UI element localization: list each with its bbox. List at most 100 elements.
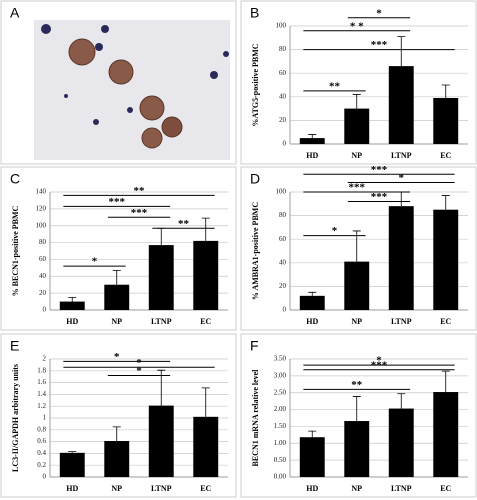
error-bar <box>157 369 166 406</box>
error-bar <box>352 94 361 109</box>
x-tick-label: EC <box>200 484 211 493</box>
x-tick-label: NP <box>351 317 362 326</box>
significance-label: *** <box>371 164 388 176</box>
y-tick-label: 40 <box>39 272 47 280</box>
bar <box>299 295 325 310</box>
x-tick-label: EC <box>440 317 451 326</box>
y-tick-label: 3.50 <box>274 355 287 363</box>
y-tick-label: 1.50 <box>274 422 287 430</box>
significance-label: *** <box>371 39 388 51</box>
y-tick-label: 1.8 <box>37 366 46 374</box>
significance-label: *** <box>131 207 148 219</box>
bar <box>388 66 414 144</box>
panel-label: E <box>10 338 19 354</box>
y-tick-label: 1.00 <box>274 439 287 447</box>
x-tick-label: NP <box>111 317 122 326</box>
panel-label: C <box>10 171 20 187</box>
cell <box>108 59 134 85</box>
nucleus <box>127 107 133 113</box>
x-tick-label: LTNP <box>151 317 172 326</box>
bar <box>59 452 85 477</box>
nucleus <box>210 71 218 79</box>
significance-label: ** <box>351 379 363 391</box>
y-tick-label: 60 <box>279 69 287 77</box>
nucleus <box>64 94 68 98</box>
cell <box>68 38 96 66</box>
micrograph-bg <box>34 20 230 160</box>
error-bar <box>352 396 361 422</box>
bar <box>299 138 325 144</box>
bar <box>388 408 414 477</box>
x-tick-label: HD <box>66 484 78 493</box>
y-tick-label: 0.6 <box>37 437 46 445</box>
y-tick-label: 1.2 <box>37 402 46 410</box>
panel-label: D <box>250 171 260 187</box>
error-bar <box>308 291 317 296</box>
y-tick-label: 20 <box>39 289 47 297</box>
y-axis-label: % BECN1-positive PBMC <box>11 205 20 296</box>
significance-label: *** <box>371 191 388 203</box>
significance-label: *** <box>349 182 366 194</box>
y-tick-label: 0 <box>283 140 287 148</box>
y-tick-label: 1.4 <box>37 390 46 398</box>
y-tick-label: 2 <box>43 355 47 363</box>
x-tick-label: LTNP <box>391 484 412 493</box>
error-bar <box>308 134 317 139</box>
x-tick-label: NP <box>351 151 362 160</box>
significance-label: ** <box>178 218 190 230</box>
bar <box>388 206 414 310</box>
significance-label: * <box>114 351 120 363</box>
x-tick-label: NP <box>111 484 122 493</box>
error-bar <box>441 84 450 98</box>
panel-a: A <box>0 0 237 165</box>
bar <box>344 421 370 477</box>
micrograph <box>34 20 230 160</box>
y-tick-label: 0.50 <box>274 456 287 464</box>
y-axis-label: % AMBRA1-positive PBMC <box>251 202 260 300</box>
panel-label: F <box>250 338 259 354</box>
y-tick-label: 100 <box>36 221 47 229</box>
bar <box>193 416 219 477</box>
nucleus <box>41 24 51 34</box>
y-tick-label: 0 <box>43 473 47 481</box>
error-bar <box>397 36 406 67</box>
x-tick-label: LTNP <box>391 317 412 326</box>
cell <box>161 116 183 138</box>
significance-label: * <box>376 355 382 367</box>
x-tick-label: EC <box>200 317 211 326</box>
error-bar <box>112 269 121 285</box>
bar <box>299 437 325 477</box>
x-tick-label: HD <box>306 317 318 326</box>
error-bar <box>397 393 406 409</box>
y-tick-label: 1.6 <box>37 378 46 386</box>
x-tick-label: LTNP <box>391 151 412 160</box>
y-tick-label: 20 <box>279 282 287 290</box>
x-tick-label: HD <box>306 484 318 493</box>
bar <box>148 245 174 310</box>
y-tick-label: 80 <box>39 238 47 246</box>
y-tick-label: 0.2 <box>37 461 46 469</box>
nucleus <box>93 119 99 125</box>
nucleus <box>223 51 229 57</box>
y-tick-label: 100 <box>276 22 287 30</box>
bar <box>344 108 370 144</box>
y-tick-label: 1 <box>43 414 47 422</box>
y-tick-label: 0.4 <box>37 449 46 457</box>
y-tick-label: 120 <box>36 204 47 212</box>
significance-label: * <box>332 225 338 237</box>
significance-label: * <box>92 256 98 268</box>
bar <box>59 301 85 310</box>
error-bar <box>441 195 450 210</box>
y-tick-label: 2.00 <box>274 405 287 413</box>
x-tick-label: HD <box>66 317 78 326</box>
y-tick-label: 40 <box>279 258 287 266</box>
bar <box>104 284 130 310</box>
y-tick-label: 20 <box>279 116 287 124</box>
significance-label: * <box>136 365 142 377</box>
y-tick-label: 0 <box>283 306 287 314</box>
x-tick-label: HD <box>306 151 318 160</box>
bar <box>344 261 370 310</box>
significance-label: * <box>136 357 142 369</box>
y-tick-label: 0.8 <box>37 425 46 433</box>
